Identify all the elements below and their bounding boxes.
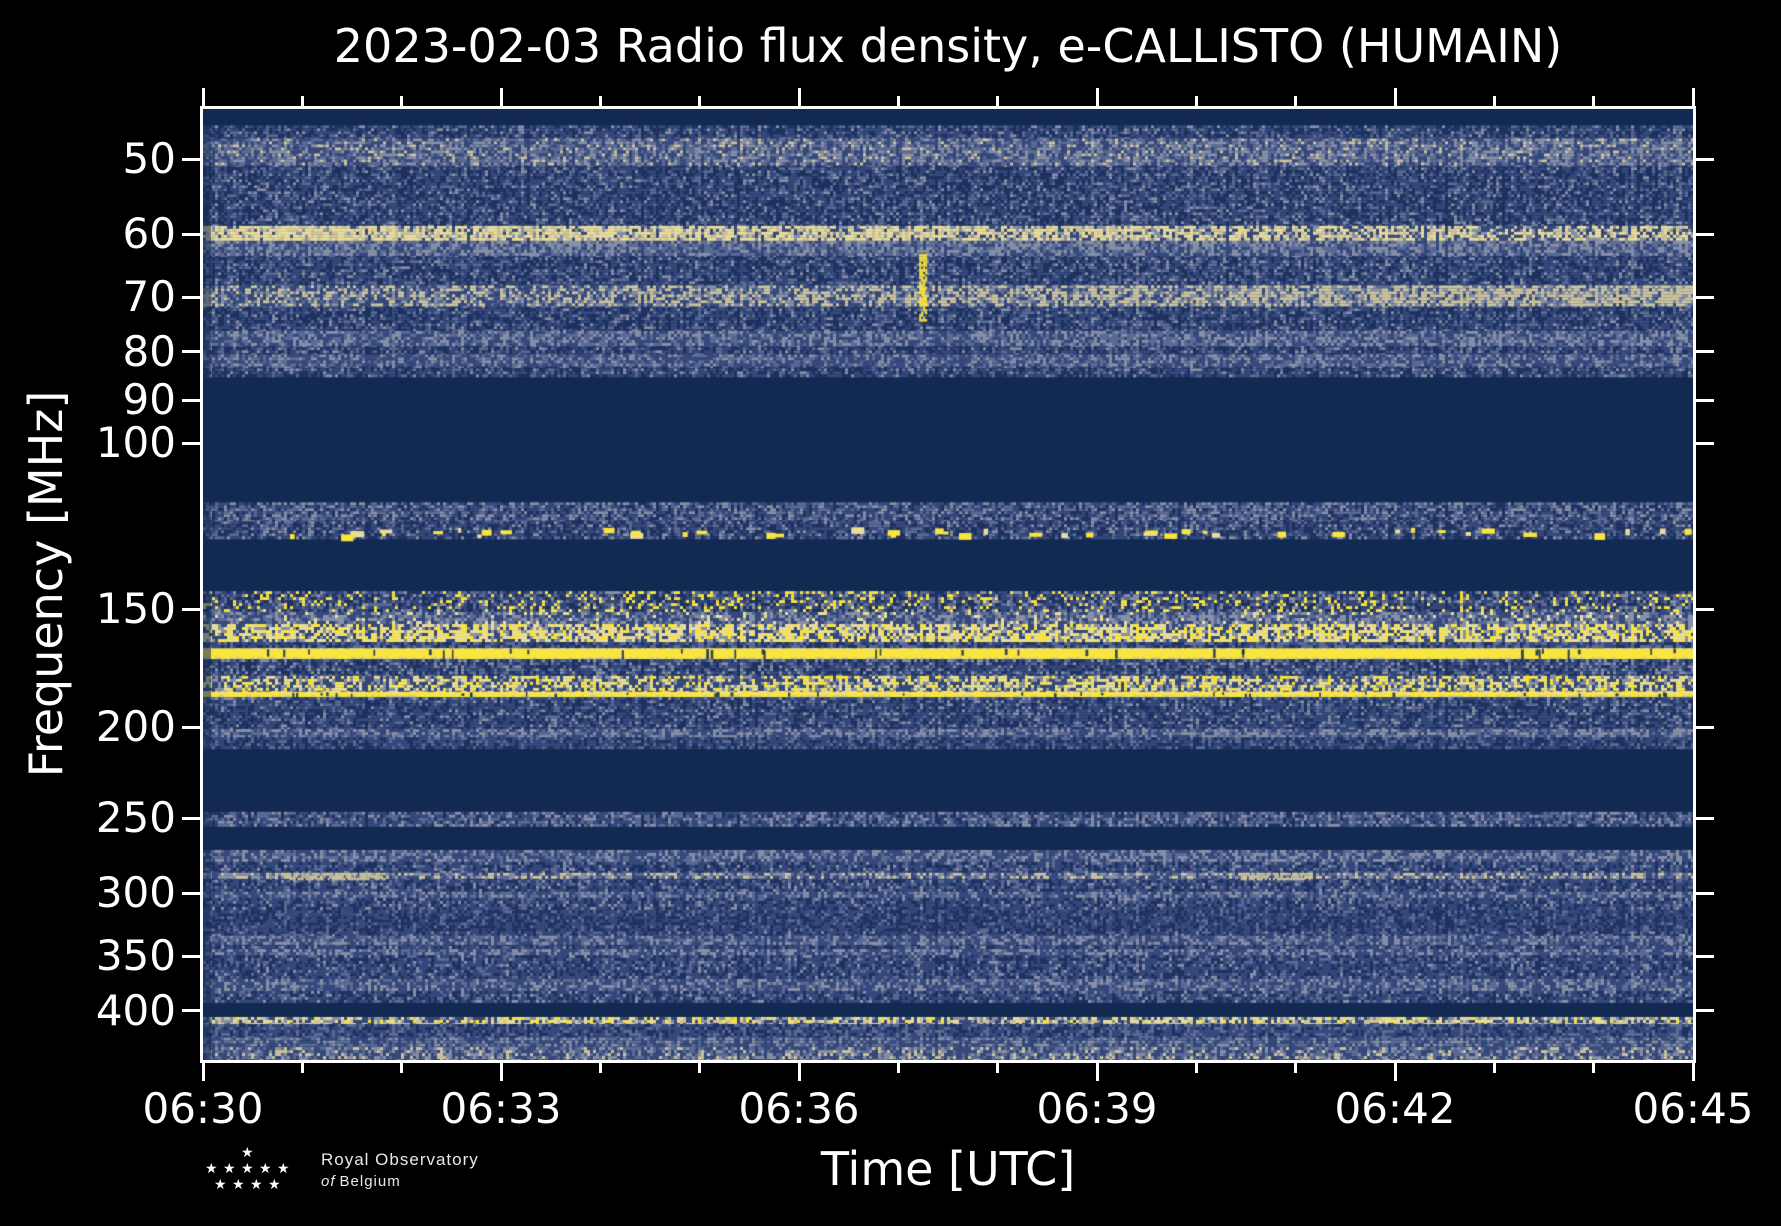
x-tick-major bbox=[1691, 1063, 1695, 1081]
y-tick-right-major bbox=[1696, 157, 1714, 161]
x-tick-minor bbox=[300, 1063, 304, 1073]
x-tick-top-major bbox=[499, 88, 503, 106]
rob-logo: ★ ★ ★ ★ ★ ★ ★ ★ ★ ★ Royal Observatory of Belgium bbox=[205, 1146, 625, 1206]
x-tick-top-minor bbox=[1592, 96, 1596, 106]
x-tick-top-minor bbox=[1294, 96, 1298, 106]
y-tick-major bbox=[182, 398, 200, 402]
x-tick-top-major bbox=[1095, 88, 1099, 106]
x-tick-top-major bbox=[1691, 88, 1695, 106]
y-tick-right-major bbox=[1696, 350, 1714, 354]
y-tick-right-major bbox=[1696, 891, 1714, 895]
y-tick-major bbox=[182, 816, 200, 820]
x-tick-top-minor bbox=[598, 96, 602, 106]
x-tick-minor bbox=[400, 1063, 404, 1073]
y-tick-major bbox=[182, 232, 200, 236]
x-tick-label: 06:45 bbox=[1632, 1084, 1754, 1133]
x-tick-major bbox=[1393, 1063, 1397, 1081]
x-tick-minor bbox=[1294, 1063, 1298, 1073]
y-tick-major bbox=[182, 891, 200, 895]
x-tick-top-minor bbox=[1492, 96, 1496, 106]
x-tick-top-minor bbox=[400, 96, 404, 106]
plot-area bbox=[200, 106, 1696, 1063]
y-tick-right-major bbox=[1696, 441, 1714, 445]
logo-line2-belgium: Belgium bbox=[339, 1173, 401, 1190]
y-tick-right-major bbox=[1696, 725, 1714, 729]
star-icon: ★ bbox=[241, 1145, 254, 1161]
y-tick-major bbox=[182, 1009, 200, 1013]
star-icon: ★ bbox=[223, 1161, 236, 1177]
y-tick-major bbox=[182, 607, 200, 611]
x-tick-top-minor bbox=[300, 96, 304, 106]
y-tick-major bbox=[182, 441, 200, 445]
x-tick-label: 06:42 bbox=[1334, 1084, 1456, 1133]
x-tick-top-minor bbox=[996, 96, 1000, 106]
y-tick-right-major bbox=[1696, 607, 1714, 611]
y-tick-right-major bbox=[1696, 398, 1714, 402]
spectrogram-canvas bbox=[203, 109, 1693, 1060]
x-tick-top-major bbox=[797, 88, 801, 106]
x-tick-minor bbox=[598, 1063, 602, 1073]
y-tick-right-major bbox=[1696, 1009, 1714, 1013]
y-tick-label: 60 bbox=[122, 209, 176, 259]
x-tick-top-minor bbox=[896, 96, 900, 106]
x-tick-minor bbox=[896, 1063, 900, 1073]
star-icon: ★ bbox=[241, 1161, 254, 1177]
y-tick-label: 200 bbox=[95, 702, 176, 752]
x-tick-top-minor bbox=[698, 96, 702, 106]
y-tick-right-major bbox=[1696, 816, 1714, 820]
x-tick-label: 06:39 bbox=[1036, 1084, 1158, 1133]
x-axis-label: Time [UTC] bbox=[820, 1142, 1076, 1196]
logo-line1: Royal Observatory bbox=[321, 1150, 479, 1169]
y-tick-label: 350 bbox=[95, 931, 176, 981]
y-tick-major bbox=[182, 157, 200, 161]
y-tick-major bbox=[182, 725, 200, 729]
star-icon: ★ bbox=[205, 1161, 218, 1177]
x-tick-label: 06:30 bbox=[142, 1084, 264, 1133]
x-tick-top-major bbox=[1393, 88, 1397, 106]
y-tick-label: 90 bbox=[122, 375, 176, 425]
y-tick-label: 150 bbox=[95, 584, 176, 634]
x-tick-major bbox=[201, 1063, 205, 1081]
x-tick-label: 06:36 bbox=[738, 1084, 860, 1133]
star-icon: ★ bbox=[277, 1161, 290, 1177]
y-tick-label: 80 bbox=[122, 326, 176, 376]
x-tick-major bbox=[797, 1063, 801, 1081]
star-icon: ★ bbox=[232, 1177, 245, 1193]
stars-icon: ★ ★ ★ ★ ★ ★ ★ ★ ★ ★ bbox=[205, 1146, 315, 1202]
y-tick-major bbox=[182, 350, 200, 354]
y-tick-label: 300 bbox=[95, 868, 176, 918]
star-icon: ★ bbox=[214, 1177, 227, 1193]
x-tick-top-major bbox=[201, 88, 205, 106]
x-tick-minor bbox=[698, 1063, 702, 1073]
logo-line2-of: of bbox=[321, 1173, 336, 1190]
y-tick-label: 250 bbox=[95, 793, 176, 843]
y-tick-right-major bbox=[1696, 232, 1714, 236]
chart-title: 2023-02-03 Radio flux density, e-CALLIST… bbox=[333, 19, 1563, 73]
y-tick-label: 70 bbox=[122, 272, 176, 322]
y-tick-label: 400 bbox=[95, 985, 176, 1035]
x-tick-top-minor bbox=[1194, 96, 1198, 106]
y-tick-major bbox=[182, 954, 200, 958]
x-tick-label: 06:33 bbox=[440, 1084, 562, 1133]
y-tick-label: 100 bbox=[95, 418, 176, 468]
y-tick-right-major bbox=[1696, 954, 1714, 958]
y-tick-right-major bbox=[1696, 295, 1714, 299]
x-tick-minor bbox=[996, 1063, 1000, 1073]
star-icon: ★ bbox=[259, 1161, 272, 1177]
x-tick-major bbox=[1095, 1063, 1099, 1081]
star-icon: ★ bbox=[268, 1177, 281, 1193]
x-tick-minor bbox=[1194, 1063, 1198, 1073]
star-icon: ★ bbox=[250, 1177, 263, 1193]
x-tick-minor bbox=[1492, 1063, 1496, 1073]
logo-line2: of Belgium bbox=[321, 1173, 401, 1190]
x-tick-minor bbox=[1592, 1063, 1596, 1073]
y-tick-major bbox=[182, 295, 200, 299]
x-tick-major bbox=[499, 1063, 503, 1081]
y-tick-label: 50 bbox=[122, 134, 176, 184]
